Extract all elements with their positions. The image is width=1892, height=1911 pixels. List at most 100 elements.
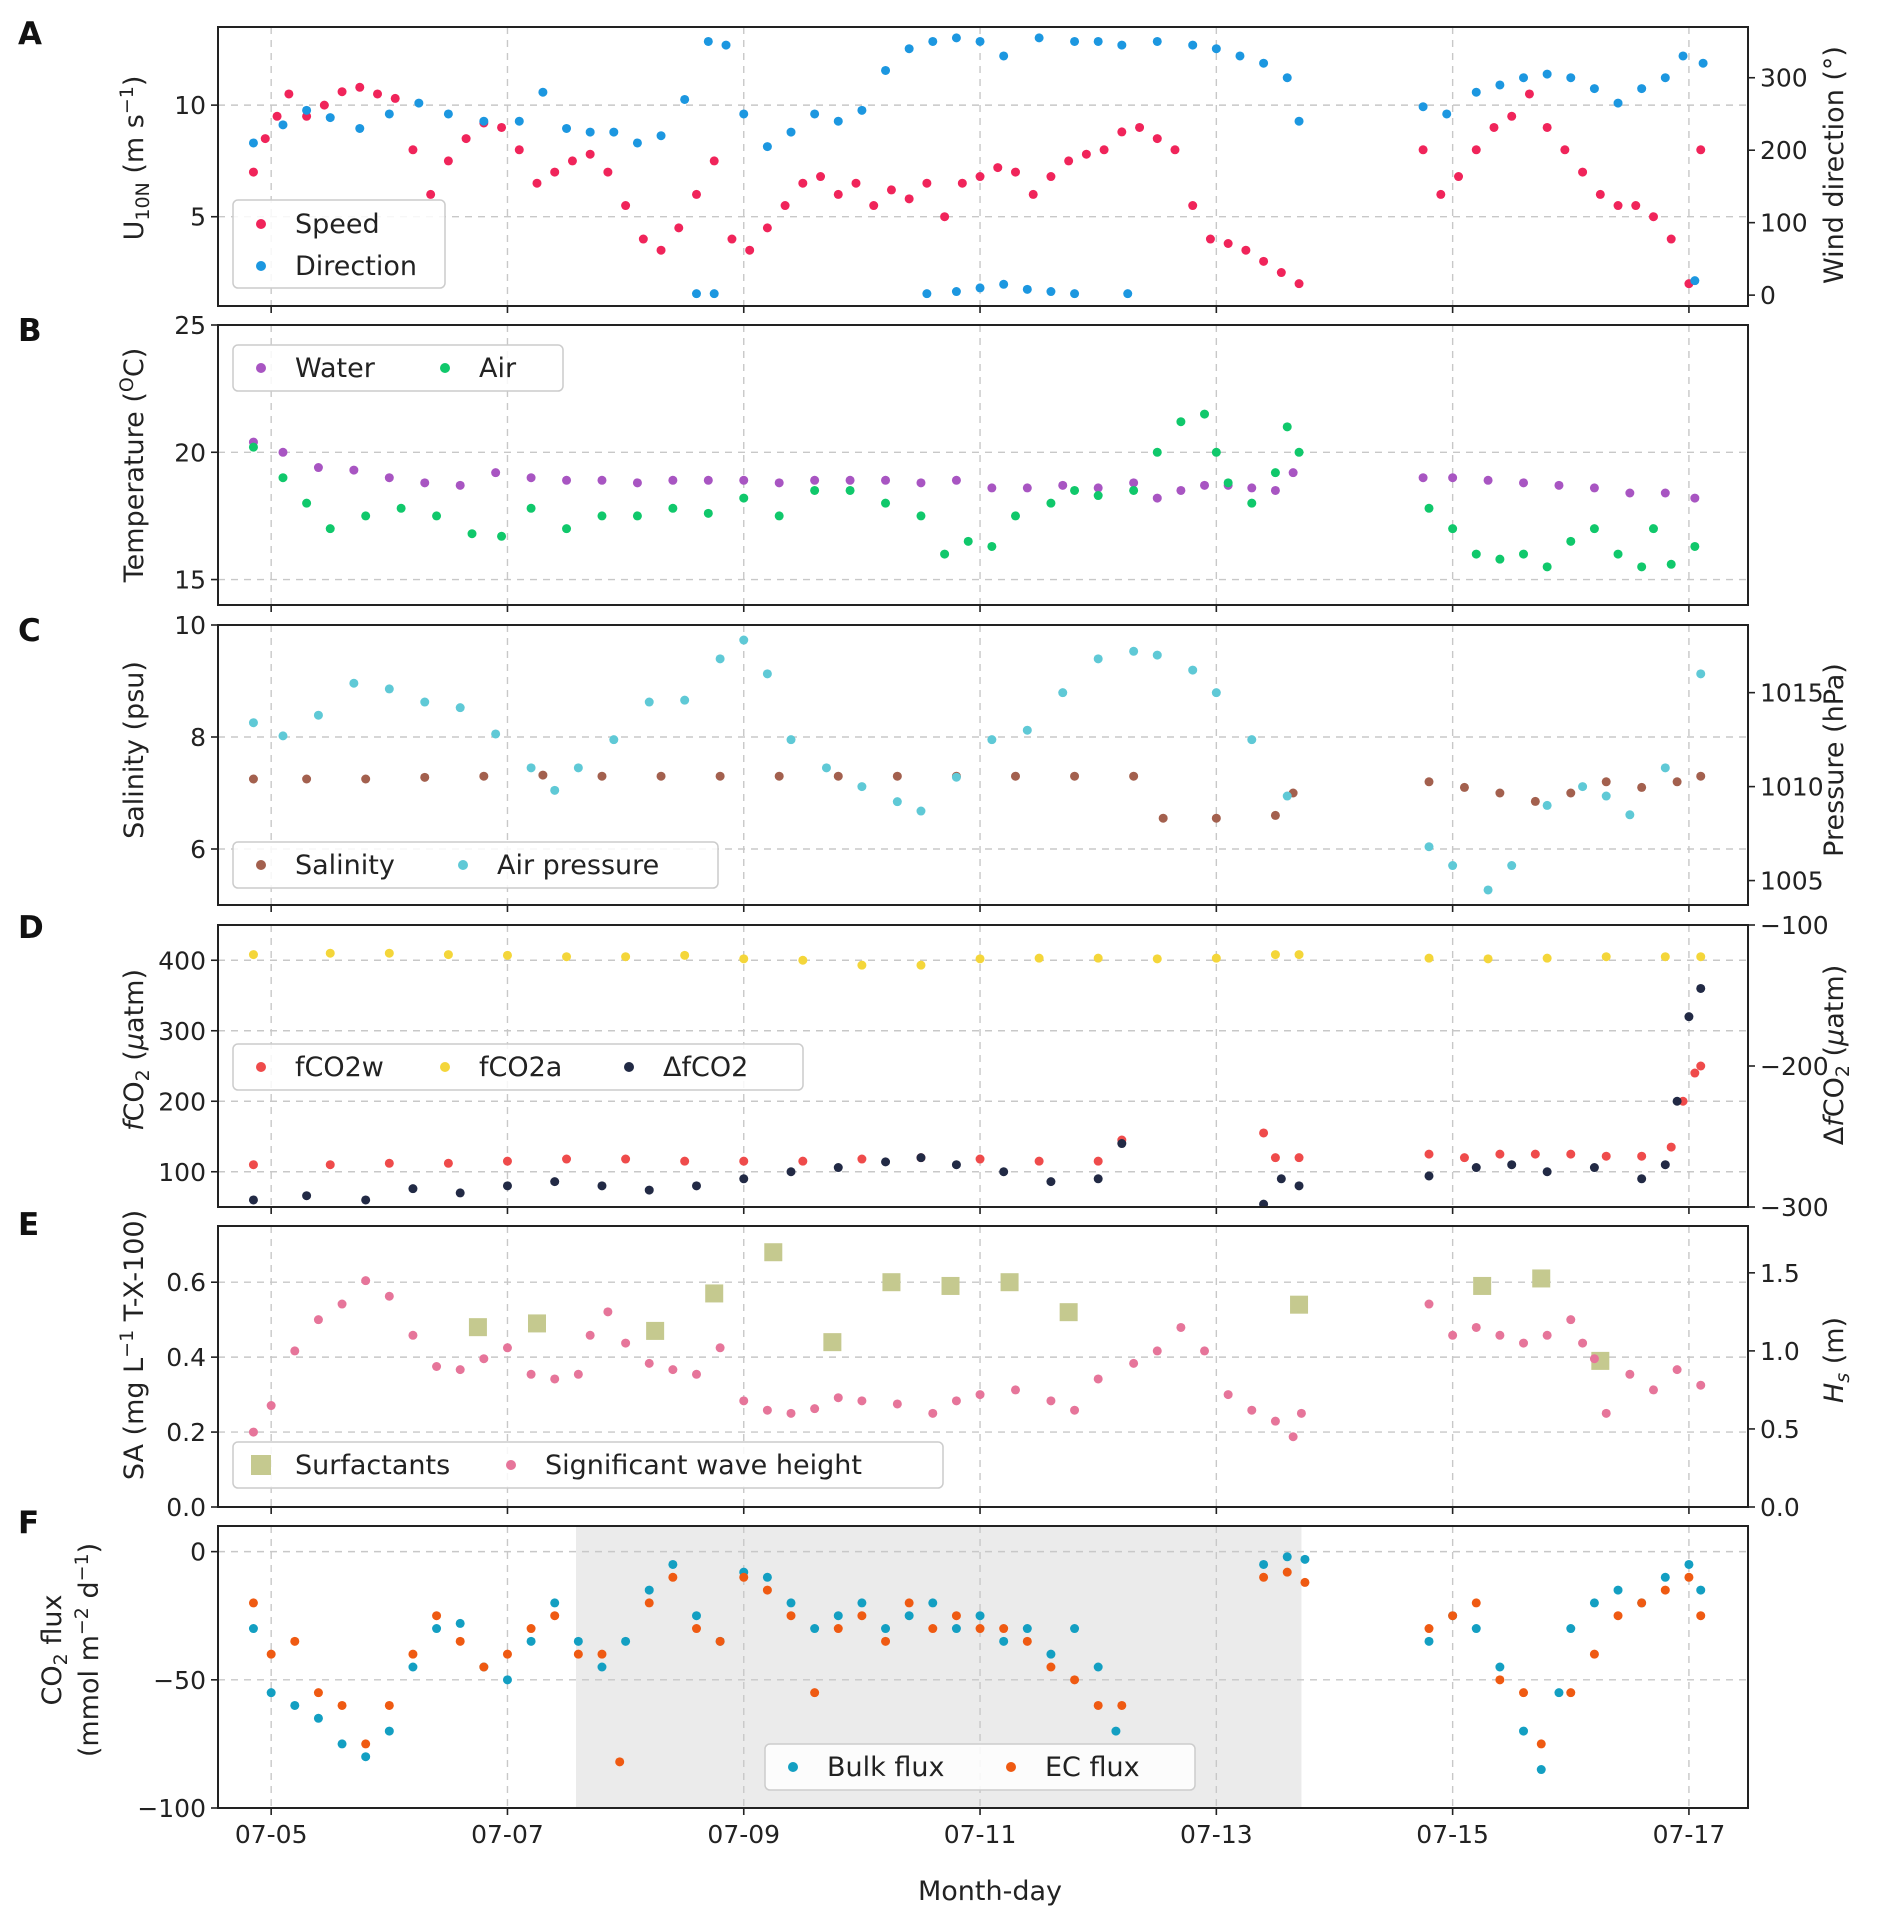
data-point (609, 127, 619, 137)
data-point (1046, 287, 1056, 297)
data-point (774, 478, 784, 488)
data-point (1471, 1598, 1481, 1608)
data-point (272, 111, 282, 121)
panel-label-d: D (18, 910, 44, 946)
data-point (550, 167, 560, 177)
data-point (432, 1624, 442, 1634)
data-point (408, 1330, 418, 1340)
data-point (1648, 1385, 1658, 1395)
data-point (1566, 1149, 1576, 1159)
y2-tick-label: 1010 (1760, 773, 1824, 802)
x-tick-label: 07-17 (1653, 1820, 1726, 1849)
data-point (1637, 1151, 1647, 1161)
data-point (390, 93, 400, 103)
data-point (1448, 1611, 1458, 1621)
data-point (1294, 116, 1304, 126)
data-point (1211, 953, 1221, 963)
data-point (1672, 1365, 1682, 1375)
data-point (1247, 1405, 1257, 1415)
data-point (278, 731, 288, 741)
data-point (881, 1157, 891, 1167)
data-point (302, 105, 312, 115)
panel-f: −100 −50 0 07-05 07-07 07-09 07-11 07-13 07-15 07… (137, 1525, 1749, 1849)
data-point (313, 1688, 323, 1698)
data-point (1613, 1611, 1623, 1621)
data-point (1300, 1554, 1310, 1564)
x-tick-label: 07-13 (1180, 1820, 1253, 1849)
data-point (408, 145, 418, 155)
data-point (1542, 953, 1552, 963)
data-point (1093, 1662, 1103, 1672)
data-point (1259, 1572, 1269, 1582)
data-point (999, 1624, 1009, 1634)
y2-tick-label: 1.0 (1760, 1337, 1800, 1366)
data-point (975, 1390, 985, 1400)
y2-tick-label: 100 (1760, 209, 1808, 238)
data-point (562, 475, 572, 485)
data-point (302, 774, 312, 784)
data-point (1442, 109, 1452, 119)
data-point (857, 1598, 867, 1608)
data-point (426, 189, 436, 199)
data-point (656, 131, 666, 141)
data-point (1459, 1153, 1469, 1163)
data-point (1241, 245, 1251, 255)
legend-marker (788, 1762, 798, 1772)
data-point (361, 1276, 371, 1286)
data-point (1495, 1149, 1505, 1159)
data-point (1459, 782, 1469, 792)
data-point (1288, 1432, 1298, 1442)
y2-tick-label: 0 (1760, 281, 1776, 310)
data-point (881, 1624, 891, 1634)
data-point (1152, 650, 1162, 660)
legend-label: fCO2a (479, 1052, 562, 1083)
x-tick-label: 07-05 (235, 1820, 308, 1849)
data-point (786, 127, 796, 137)
y2-tick-label: 1005 (1760, 867, 1824, 896)
data-point (916, 1153, 926, 1163)
data-point (951, 1396, 961, 1406)
data-point (1129, 646, 1139, 656)
data-point (999, 1636, 1009, 1646)
data-point (739, 635, 749, 645)
data-point (1211, 44, 1221, 54)
y-tick-label: 25 (174, 311, 206, 340)
data-point (337, 1299, 347, 1309)
data-point (999, 279, 1009, 289)
data-point (1270, 810, 1280, 820)
data-point (1660, 1160, 1670, 1170)
data-point (384, 684, 394, 694)
data-point (1566, 73, 1576, 83)
data-point (1093, 36, 1103, 46)
y-tick-label: 10 (174, 611, 206, 640)
data-point (597, 475, 607, 485)
legend-label: ΔfCO2 (663, 1052, 748, 1083)
data-point (668, 1572, 678, 1582)
data-point (1542, 122, 1552, 132)
legend-marker (256, 261, 266, 271)
legend-label: Surfactants (295, 1450, 450, 1481)
data-point (1696, 669, 1706, 679)
x-tick-label: 07-15 (1416, 1820, 1489, 1849)
data-point (1690, 493, 1700, 503)
y-tick-label: 0.0 (166, 1493, 206, 1522)
data-point (810, 475, 820, 485)
data-point (691, 1624, 701, 1634)
data-point (1294, 1181, 1304, 1191)
data-point (1424, 777, 1434, 787)
data-point (1259, 1128, 1269, 1138)
data-point (420, 697, 430, 707)
y2label-panel-d: ΔfCO2 (µatm) (1819, 965, 1854, 1145)
data-point (550, 1177, 560, 1187)
data-point (715, 654, 725, 664)
data-point (319, 100, 329, 110)
data-point (432, 511, 442, 521)
data-point (928, 1598, 938, 1608)
data-point (1259, 1199, 1269, 1207)
data-point (680, 695, 690, 705)
data-point (904, 1611, 914, 1621)
legend-marker (256, 860, 266, 870)
data-point (1093, 1174, 1103, 1184)
data-point (1294, 279, 1304, 289)
data-point (1211, 447, 1221, 457)
